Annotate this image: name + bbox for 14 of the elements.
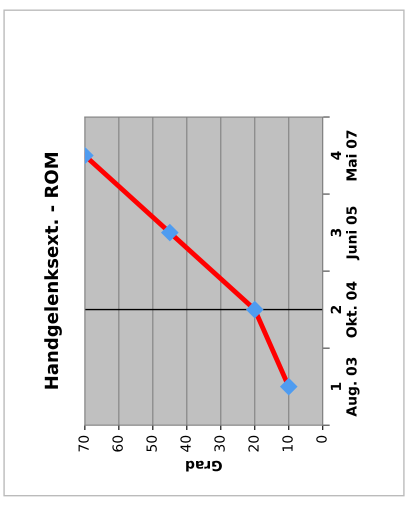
y-tick-label: 3 Juni 05 [330, 206, 360, 260]
x-tick-label: 60 [112, 436, 123, 452]
x-tick-label: 20 [248, 436, 259, 452]
x-tick-label: 10 [282, 436, 293, 452]
x-axis-title: Grad [186, 460, 222, 472]
x-tick-label: 40 [180, 436, 191, 452]
x-tick-label: 30 [214, 436, 225, 452]
x-tick-label: 50 [146, 436, 157, 452]
y-tick-label: 1 Aug. 03 [330, 358, 360, 417]
text: Handgelenksext. - ROM [44, 153, 62, 389]
y-tick-label: 2 Okt. 04 [330, 282, 357, 338]
x-tick-label: 70 [78, 436, 89, 452]
y-tick-label: 4 Mai 07 [330, 130, 357, 180]
x-tick-label: 0 [316, 436, 327, 443]
